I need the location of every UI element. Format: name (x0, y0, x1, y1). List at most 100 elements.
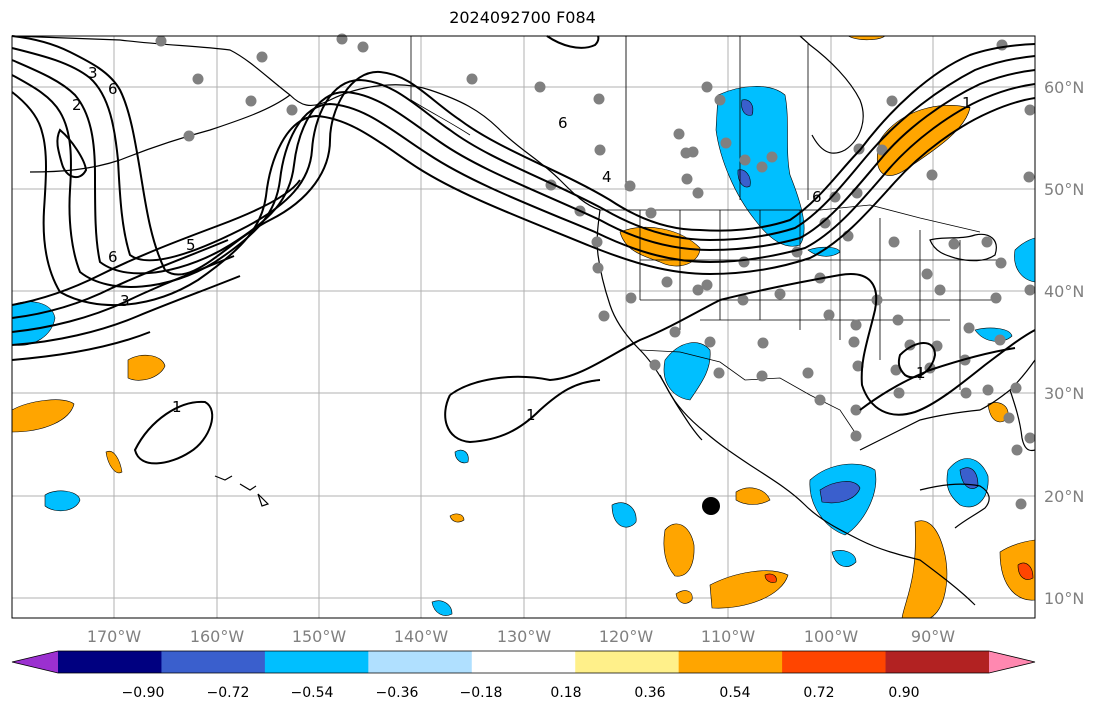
station-dot (756, 370, 768, 382)
alaska-peninsula (29, 94, 291, 173)
station-dot (692, 284, 704, 296)
station-dot (681, 173, 693, 185)
station-dot (673, 128, 685, 140)
west-coast-na (596, 209, 976, 606)
station-dot (886, 95, 898, 107)
station-dot (892, 314, 904, 326)
station-dot (649, 359, 661, 371)
colorbar-segment (885, 651, 990, 673)
lon-label: 90°W (911, 627, 955, 646)
colorbar-tick-label: −0.18 (460, 685, 503, 701)
hawaii3 (257, 493, 270, 507)
positive-area-pacific3 (105, 450, 123, 474)
station-dot (982, 384, 994, 396)
contour-label: 6 (812, 188, 822, 206)
station-dot (1023, 171, 1035, 183)
station-dot (701, 81, 713, 93)
station-dot (766, 151, 778, 163)
lon-label: 140°W (394, 627, 449, 646)
colorbar-segment (782, 651, 887, 673)
station-dot (802, 367, 814, 379)
station-dot (687, 146, 699, 158)
canada-provinces (625, 36, 809, 200)
contour-label: 6 (558, 114, 568, 132)
colorbar-segment (264, 651, 369, 673)
station-dot (692, 187, 704, 199)
colorbar (11, 650, 1036, 674)
station-dot (1015, 498, 1027, 510)
station-dot (981, 236, 993, 248)
negative-area-small3 (431, 600, 453, 616)
station-dot (739, 154, 751, 166)
lon-label: 120°W (599, 627, 654, 646)
yucatan (919, 483, 990, 529)
station-dot (893, 387, 905, 399)
station-dot (720, 137, 732, 149)
colorbar-segment (678, 651, 783, 673)
lat-label: 30°N (1044, 384, 1084, 403)
colorbar-tick-label: 0.72 (803, 685, 834, 701)
positive-area-caribbean-core (1017, 562, 1034, 580)
location-marker (702, 497, 720, 515)
alaska-canada-border (410, 36, 471, 136)
positive-area-pacific2 (11, 399, 75, 433)
station-dot (995, 257, 1007, 269)
station-dot (256, 51, 268, 63)
station-dot (645, 207, 657, 219)
station-dot (714, 94, 726, 106)
contour-label: 2 (72, 96, 82, 114)
contour-label: 6 (108, 248, 118, 266)
station-dot (591, 236, 603, 248)
station-dot (926, 169, 938, 181)
colorbar-tick-label: −0.90 (122, 685, 165, 701)
lon-label: 100°W (804, 627, 859, 646)
colorbar-segment (471, 651, 576, 673)
station-dot (1010, 382, 1022, 394)
station-dot (774, 288, 786, 300)
lat-label: 10°N (1044, 589, 1084, 608)
positive-area-mexico-west3 (735, 487, 771, 505)
station-dot (819, 217, 831, 229)
station-dot (737, 294, 749, 306)
station-dot (661, 276, 673, 288)
contour-labels: 3 2 6 6 5 3 6 4 1 1 1 6 1 (72, 64, 972, 424)
lon-label: 110°W (701, 627, 756, 646)
station-dot (1011, 444, 1023, 456)
station-dot (934, 284, 946, 296)
station-dot (466, 73, 478, 85)
great-lakes (929, 233, 997, 262)
station-dot (286, 104, 298, 116)
station-dot (245, 95, 257, 107)
lon-label: 150°W (292, 627, 347, 646)
station-dot (990, 292, 1002, 304)
station-dot (1024, 104, 1036, 116)
station-dot (960, 387, 972, 399)
contour-label: 3 (88, 64, 98, 82)
station-dot (594, 144, 606, 156)
colorbar-segment (58, 651, 162, 673)
map-frame (11, 35, 1036, 619)
contour-label: 3 (120, 292, 130, 310)
station-dots (155, 33, 1036, 510)
station-dot (155, 35, 167, 47)
baja-peninsula (659, 374, 703, 441)
station-dot (624, 180, 636, 192)
positive-area-pacific1 (127, 354, 166, 381)
station-dot (996, 39, 1008, 51)
station-dot (598, 310, 610, 322)
station-dot (948, 238, 960, 250)
colorbar-segment (368, 651, 473, 673)
negative-area-small1 (44, 490, 81, 512)
colorbar-tick-label: −0.54 (291, 685, 334, 701)
station-dot (1024, 284, 1036, 296)
station-dot (814, 394, 826, 406)
station-dot (593, 93, 605, 105)
colorbar-tick-label: 0.54 (719, 685, 750, 701)
station-dot (850, 430, 862, 442)
station-dot (534, 81, 546, 93)
hawaii1 (214, 475, 233, 481)
colorbar-tick-label: −0.36 (376, 685, 419, 701)
contour-label: 5 (186, 236, 196, 254)
station-dot (336, 33, 348, 45)
